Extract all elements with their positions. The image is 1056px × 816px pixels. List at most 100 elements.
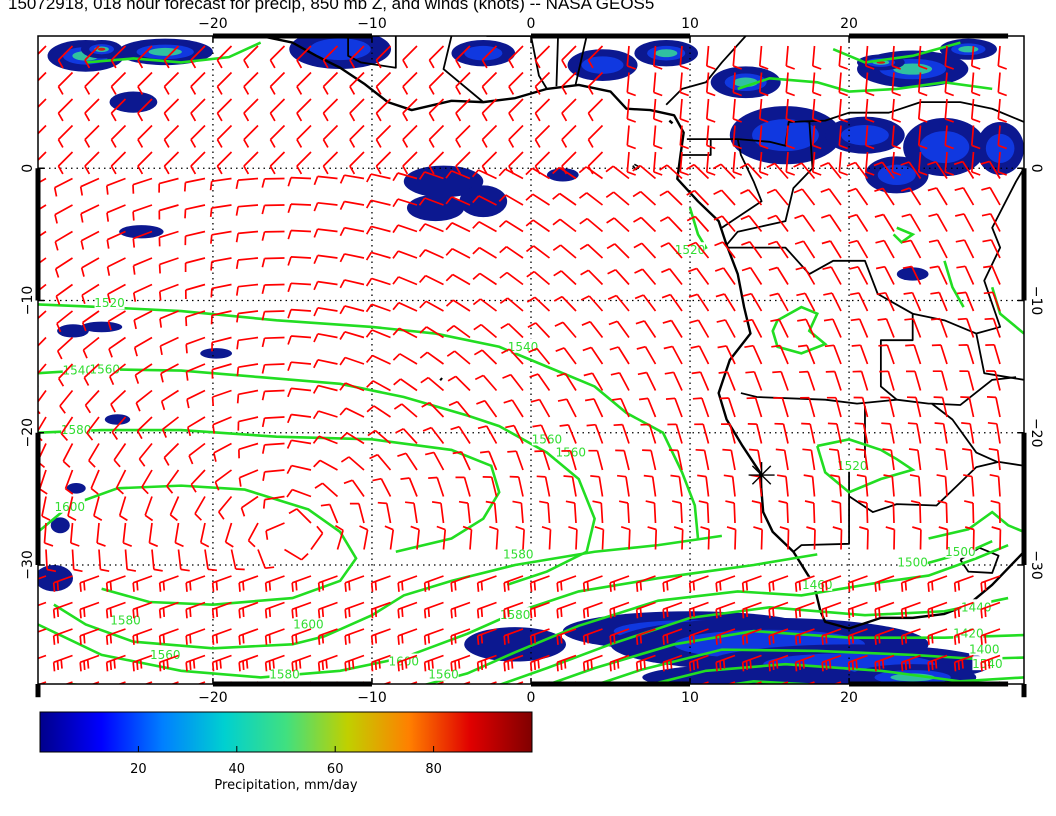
wind-barb <box>556 575 577 592</box>
wind-barb <box>959 370 975 391</box>
wind-barb <box>392 353 418 365</box>
wind-barb <box>38 363 47 387</box>
wind-barb <box>238 628 259 645</box>
wind-barb <box>529 373 551 391</box>
wind-barb <box>188 442 206 465</box>
wind-barb <box>964 500 975 524</box>
wind-barb <box>806 526 816 550</box>
wind-barb <box>317 654 338 672</box>
wind-barb <box>803 474 816 497</box>
wind-barb <box>59 389 74 414</box>
wind-barb <box>418 249 444 259</box>
wind-barb <box>634 294 657 312</box>
wind-barb <box>673 526 684 550</box>
wind-barb <box>158 575 179 592</box>
wind-barb <box>927 654 948 672</box>
contour-label: 1560 <box>428 668 459 682</box>
wind-barb <box>52 601 73 619</box>
wind-barb <box>83 363 100 386</box>
lon-tick-label-top: 20 <box>840 16 858 32</box>
wind-barb <box>794 240 816 259</box>
wind-barb <box>904 317 922 338</box>
wind-barb <box>236 310 259 323</box>
wind-barb <box>826 396 842 418</box>
wind-barb <box>989 473 1001 497</box>
wind-barb <box>997 98 1007 123</box>
country-border <box>665 36 747 106</box>
wind-barb <box>692 397 710 418</box>
wind-barb <box>766 162 789 180</box>
wind-barb <box>190 469 206 493</box>
wind-barb <box>530 398 551 418</box>
wind-barb <box>216 151 233 175</box>
wind-barb <box>769 292 789 312</box>
wind-barb <box>105 628 126 645</box>
wind-barb <box>587 98 604 122</box>
wind-barb <box>503 654 524 672</box>
wind-barb <box>421 401 445 418</box>
wind-barb <box>339 330 365 340</box>
wind-barb <box>900 628 921 645</box>
wind-barb <box>568 525 578 550</box>
wind-barb <box>774 422 789 444</box>
wind-barb <box>501 348 524 365</box>
wind-barb <box>317 628 338 645</box>
wind-barb <box>158 628 179 645</box>
wind-barb <box>970 45 981 70</box>
wind-barb <box>891 72 901 97</box>
wind-barb <box>515 525 525 550</box>
wind-barb <box>477 425 498 444</box>
wind-barb <box>261 257 285 268</box>
wind-barb <box>785 72 795 97</box>
wind-barb <box>688 293 710 312</box>
wind-barb <box>132 601 153 619</box>
wind-barb <box>934 422 948 444</box>
wind-barb <box>987 421 1001 444</box>
lat-tick-label-left: 0 <box>20 164 36 173</box>
precip-area <box>642 664 865 684</box>
wind-barb <box>38 98 47 109</box>
wind-barb <box>534 71 551 95</box>
country-border <box>680 139 712 156</box>
wind-barb <box>578 192 604 206</box>
wind-barb <box>937 500 948 524</box>
wind-barb <box>553 295 577 312</box>
wind-barb <box>615 449 630 471</box>
wind-barb <box>392 224 418 234</box>
wind-barb <box>269 71 286 95</box>
wind-barb <box>626 45 636 70</box>
wind-barb <box>909 474 922 497</box>
wind-barb <box>169 496 180 522</box>
wind-barb <box>688 601 709 619</box>
wind-barb <box>344 601 365 619</box>
wind-barb <box>397 628 418 645</box>
wind-barb <box>428 98 445 122</box>
wind-barb <box>829 448 842 471</box>
wind-barb <box>637 371 657 391</box>
wind-barb <box>190 71 206 95</box>
wind-barb <box>874 601 895 619</box>
wind-barb <box>741 601 762 619</box>
wind-barb <box>291 628 312 645</box>
wind-barb <box>109 363 127 386</box>
wind-barb <box>38 469 48 495</box>
contour-label-bg <box>945 543 976 558</box>
wind-barb <box>882 448 895 471</box>
wind-barb <box>849 292 869 312</box>
wind-barb <box>264 575 285 592</box>
wind-barb <box>365 303 391 313</box>
wind-barb <box>662 319 683 338</box>
wind-barb <box>339 279 365 289</box>
wind-barb <box>626 72 636 97</box>
wind-barb <box>855 448 869 471</box>
contour-label-bg <box>428 666 459 681</box>
wind-barb <box>313 358 338 369</box>
wind-barb <box>291 654 312 672</box>
wind-barb <box>369 453 392 471</box>
wind-barb <box>931 317 948 338</box>
wind-barb <box>928 213 948 232</box>
precip-area <box>50 517 70 534</box>
wind-barb <box>984 317 1001 338</box>
wind-barb <box>846 161 869 180</box>
wind-barb <box>758 98 769 123</box>
